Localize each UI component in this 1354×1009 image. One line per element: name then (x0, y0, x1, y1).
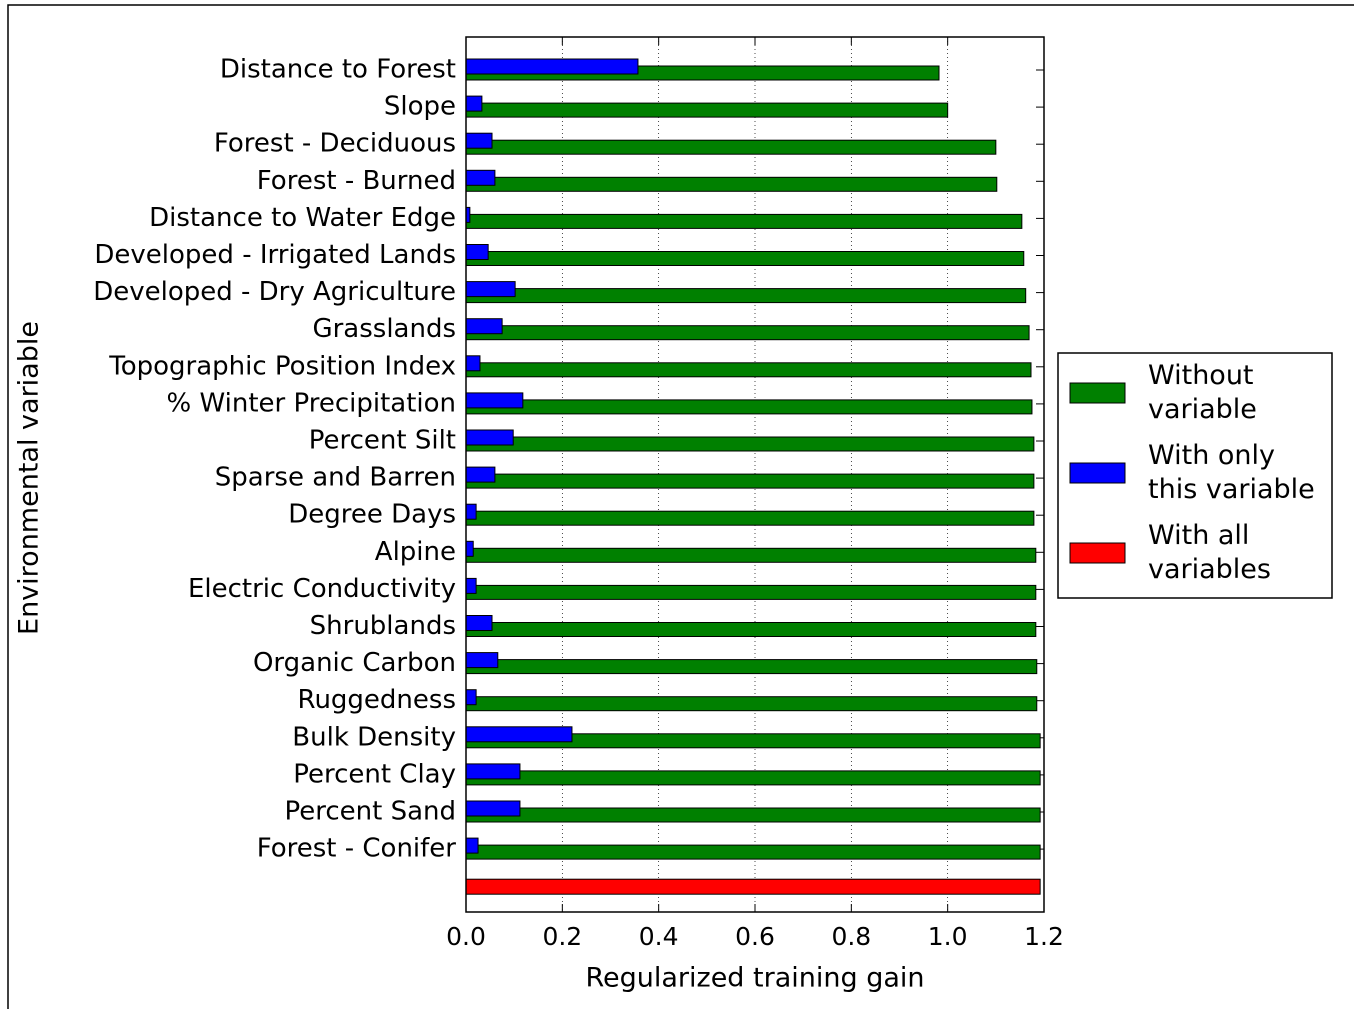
bar (465, 844, 1041, 860)
bar (465, 466, 496, 483)
x-tick-label: 1.0 (928, 922, 968, 951)
bar (465, 503, 477, 520)
y-tick-label: Degree Days (288, 500, 456, 530)
legend-swatch (1069, 542, 1126, 564)
bar (465, 325, 1030, 341)
bar (465, 429, 514, 446)
bar (465, 763, 521, 780)
bar (465, 355, 481, 372)
y-tick-label: Topographic Position Index (108, 351, 456, 381)
bar (465, 139, 997, 155)
bar (465, 726, 573, 743)
legend-label: Without variable (1148, 360, 1257, 425)
y-tick-label: Shrublands (310, 611, 456, 641)
bar (465, 436, 1035, 452)
bar (465, 251, 1025, 266)
bar (465, 169, 496, 186)
bar (465, 696, 1038, 712)
bar (465, 577, 477, 594)
y-tick-label: Forest - Conifer (257, 834, 457, 864)
y-tick-label: Percent Sand (284, 797, 456, 827)
y-tick-label: Sparse and Barren (215, 463, 456, 493)
bar (465, 689, 477, 706)
y-tick-label: Percent Clay (293, 759, 456, 789)
x-tick-label: 1.2 (1024, 922, 1064, 951)
bar (465, 622, 1037, 637)
bar (465, 244, 489, 260)
bar (465, 281, 516, 298)
y-tick-label: Forest - Deciduous (214, 129, 456, 159)
y-tick-label: Organic Carbon (253, 648, 456, 678)
bar (465, 547, 1037, 563)
y-tick-label: Bulk Density (292, 722, 456, 752)
y-tick-label: Percent Silt (309, 426, 456, 456)
bar (465, 584, 1037, 600)
y-tick-label: Forest - Burned (257, 166, 456, 196)
y-tick-label: Ruggedness (298, 685, 456, 715)
y-tick-label: Distance to Water Edge (149, 203, 456, 233)
x-tick-label: 0.6 (735, 922, 775, 951)
bar (465, 58, 639, 75)
y-tick-label: Alpine (375, 537, 456, 567)
bar (465, 540, 474, 557)
x-tick-label: 0.0 (446, 922, 486, 951)
y-axis-title: Environmental variable (14, 321, 45, 635)
y-tick-label: Slope (384, 92, 456, 122)
legend-label: With all variables (1148, 520, 1271, 585)
legend-swatch (1069, 462, 1126, 484)
bar (465, 102, 949, 118)
bar (465, 132, 493, 149)
bar (465, 878, 1041, 895)
plot-area (465, 36, 1045, 913)
bar (465, 770, 1041, 786)
bar (465, 652, 499, 669)
x-tick-label: 0.8 (831, 922, 871, 951)
y-tick-label: Developed - Dry Agriculture (93, 277, 456, 307)
legend-swatch (1069, 382, 1126, 404)
bar (465, 807, 1041, 823)
bar (465, 213, 1023, 229)
bar (465, 615, 493, 631)
bar (465, 800, 521, 817)
bar (465, 318, 503, 335)
bar (465, 392, 524, 409)
bar (465, 399, 1033, 415)
y-tick-label: Grasslands (312, 314, 456, 344)
legend-label: With only this variable (1148, 440, 1315, 505)
frame (7, 4, 1354, 1009)
bar (465, 837, 479, 854)
bar (465, 176, 998, 192)
x-tick-label: 0.2 (542, 922, 582, 951)
bar (465, 288, 1027, 304)
bar (465, 510, 1035, 526)
x-tick-label: 0.4 (639, 922, 679, 951)
bar (465, 659, 1038, 675)
y-tick-label: Developed - Irrigated Lands (94, 240, 456, 270)
bar (465, 362, 1032, 378)
x-axis-title: Regularized training gain (585, 963, 924, 994)
bar (465, 95, 483, 112)
y-tick-label: Electric Conductivity (188, 574, 456, 604)
y-tick-label: % Winter Precipitation (167, 388, 456, 418)
bar (465, 473, 1035, 489)
y-tick-label: Distance to Forest (220, 55, 456, 85)
